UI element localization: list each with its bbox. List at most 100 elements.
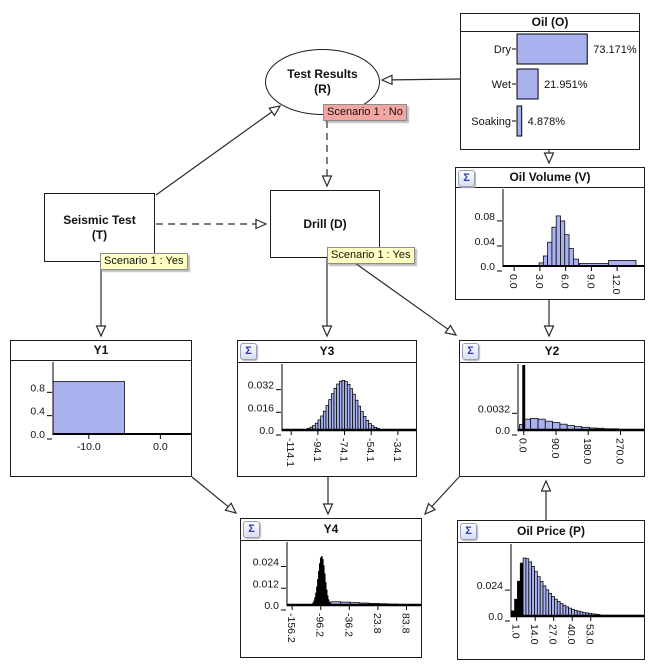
edge-seismic-drill [156,218,268,230]
histogram-bars [311,556,420,606]
edge-oil_o-test_results [380,74,461,86]
x-tick-labels: 0.0 90.0 180.0 270.0 [517,431,625,464]
svg-text:0.032: 0.032 [248,380,274,392]
node-y1[interactable]: Y1 0.0 0.4 0.8 -10.0 0.0 [10,340,192,477]
edge-y1-y4 [191,476,238,514]
svg-text:0.024: 0.024 [477,580,503,592]
sigma-button-y3[interactable]: Σ [240,343,257,360]
y-tick-labels: 0.0 0.4 0.8 [30,382,52,441]
svg-text:270.0: 270.0 [613,438,625,464]
node-titlebar-y4: Σ Y4 [241,519,421,541]
node-oil_o[interactable]: Oil (O) Dry 73.171% Wet 21.951% Soaking 4.878% [460,13,640,150]
histogram-bars [511,557,641,617]
edge-test_results-drill [321,121,333,188]
node-title-y1: Y1 [93,343,109,357]
svg-text:53.0: 53.0 [584,624,596,645]
svg-text:-54.1: -54.1 [364,438,376,462]
svg-text:0.0: 0.0 [259,425,274,437]
node-titlebar-oil_price: Σ Oil Price (P) [458,521,644,543]
edge-oil_price-y2 [540,479,552,520]
svg-text:0.0: 0.0 [495,425,510,437]
chart-y2: 0.0 0.0032 0.0 90.0 180.0 270.0 [478,364,644,464]
histogram-bars [306,379,380,431]
svg-text:-114.1: -114.1 [284,438,296,467]
svg-text:0.04: 0.04 [475,236,496,248]
arrowhead-icon [543,152,555,165]
arrowhead-icon [268,105,282,117]
node-label-seismic: (T) [91,227,108,242]
svg-text:9.0: 9.0 [584,274,596,289]
svg-text:40.0: 40.0 [565,624,577,645]
node-title-y4: Y4 [323,522,339,536]
y-tick-labels: 0.0 0.024 [477,580,510,623]
svg-text:0.4: 0.4 [30,406,45,418]
svg-text:0.012: 0.012 [253,578,279,590]
node-oil_volume[interactable]: Σ Oil Volume (V) 0.0 0.04 0.08 0.0 3.0 6.0 9.0 12… [455,167,645,300]
svg-text:27.0: 27.0 [547,624,559,645]
svg-text:0.0032: 0.0032 [478,403,510,415]
node-titlebar-y2: Σ Y2 [460,341,644,363]
arrowhead-icon [321,325,333,338]
arrowhead-icon [224,502,238,514]
node-seismic[interactable]: Seismic Test (T) [44,193,155,262]
svg-text:0.0: 0.0 [488,611,503,623]
node-drill[interactable]: Drill (D) [270,190,380,258]
edge-oil_volume-y2 [543,300,555,338]
node-label-drill: Drill (D) [303,216,347,231]
node-y4[interactable]: Σ Y4 0.0 0.012 0.024 -156.2 -96.2 -36.2 23.8 83.8 [240,518,422,658]
chart-y4: 0.0 0.012 0.024 -156.2 -96.2 -36.2 23.8 83.8 [253,542,421,643]
chart-y3: 0.0 0.016 0.032 -114.1 -94.1 -74.1 -54.1 -34.1 [248,364,416,467]
edge-seismic-y1 [95,262,107,338]
histogram-bars [52,381,125,435]
arrowhead-icon [444,324,458,336]
category-bars: Dry 73.171% Wet 21.951% Soaking 4.878% [471,33,637,137]
svg-text:83.8: 83.8 [400,613,412,634]
edge-drill-y2 [347,257,458,336]
svg-text:1.0: 1.0 [510,624,522,639]
svg-text:Wet: Wet [492,79,511,91]
arrowhead-icon [255,218,268,230]
chart-oil_volume: 0.0 0.04 0.08 0.0 3.0 6.0 9.0 12.0 [475,189,644,295]
svg-text:-94.1: -94.1 [311,438,323,462]
node-y3[interactable]: Σ Y3 0.0 0.016 0.032 -114.1 -94.1 -74.1 -54.1 -34… [237,340,417,477]
sigma-button-y4[interactable]: Σ [243,521,260,538]
histogram-bars [519,418,642,431]
svg-text:0.024: 0.024 [253,557,279,569]
chart-oil_o: Dry 73.171% Wet 21.951% Soaking 4.878% [471,33,637,137]
svg-text:-156.2: -156.2 [285,613,297,643]
svg-text:23.8: 23.8 [371,613,383,634]
node-y2[interactable]: Σ Y2 0.0 0.0032 0.0 90.0 180.0 270.0 [459,340,645,477]
edge-drill-y3 [321,258,333,338]
y-tick-labels: 0.0 0.012 0.024 [253,557,286,612]
svg-text:0.0: 0.0 [264,600,279,612]
svg-text:0.0: 0.0 [507,274,519,289]
y-tick-labels: 0.0 0.016 0.032 [248,380,281,437]
sigma-button-oil_volume[interactable]: Σ [458,170,475,187]
y-tick-labels: 0.0 0.04 0.08 [475,211,502,273]
edge-seismic-test_results [155,105,282,196]
x-tick-labels: 1.0 14.0 27.0 40.0 53.0 [510,617,596,645]
node-oil_price[interactable]: Σ Oil Price (P) 0.0 0.024 1.0 14.0 27.0 40.0 53.… [457,520,645,660]
x-tick-labels: 0.0 3.0 6.0 9.0 12.0 [507,267,622,295]
svg-text:0.0: 0.0 [480,261,495,273]
node-test_results[interactable]: Test Results (R) [265,49,380,115]
sigma-button-oil_price[interactable]: Σ [460,523,477,540]
y-tick-labels: 0.0 0.0032 [478,403,517,437]
svg-text:0.0: 0.0 [30,429,45,441]
arrowhead-icon [380,74,393,86]
edge-y3-y4 [322,477,334,516]
svg-text:6.0: 6.0 [559,274,571,289]
scenario-label-drill: Scenario 1 : Yes [327,247,415,264]
svg-text:-10.0: -10.0 [77,441,101,453]
svg-text:-74.1: -74.1 [338,438,350,462]
svg-text:180.0: 180.0 [581,438,593,464]
chart-y1: 0.0 0.4 0.8 -10.0 0.0 [30,362,191,453]
arrowhead-icon [540,479,552,492]
scenario-label-test_results: Scenario 1 : No [323,104,407,121]
sigma-button-y2[interactable]: Σ [462,343,479,360]
node-title-oil_o: Oil (O) [531,15,569,29]
arrowhead-icon [321,175,333,188]
svg-text:21.951%: 21.951% [544,79,588,91]
